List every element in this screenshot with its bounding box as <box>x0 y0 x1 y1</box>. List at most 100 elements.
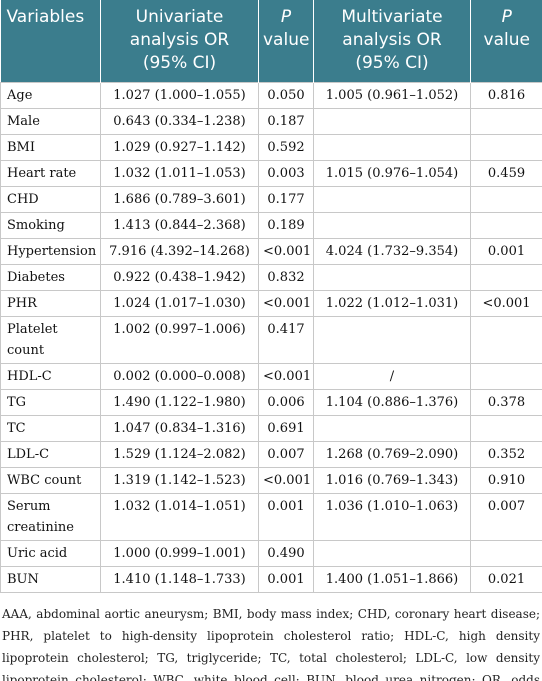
cell <box>470 415 542 442</box>
row-label: Platelet count <box>0 316 101 364</box>
row-label: Serum creatinine <box>0 493 101 541</box>
cell: 0.378 <box>470 389 542 416</box>
table-row: Age 1.027 (1.000–1.055) 0.050 1.005 (0.961–… <box>0 82 542 109</box>
table-body: Age 1.027 (1.000–1.055) 0.050 1.005 (0.961–… <box>0 82 542 593</box>
table-row: Male 0.643 (0.334–1.238) 0.187 <box>0 108 542 135</box>
cell: 1.032 (1.011–1.053) <box>100 160 259 187</box>
cell: 0.459 <box>470 160 542 187</box>
cell: 1.104 (0.886–1.376) <box>313 389 471 416</box>
cell: 1.686 (0.789–3.601) <box>100 186 259 213</box>
table-row: Diabetes 0.922 (0.438–1.942) 0.832 <box>0 264 542 291</box>
cell: 1.319 (1.142–1.523) <box>100 467 259 494</box>
cell <box>313 264 471 291</box>
table-row: TG 1.490 (1.122–1.980) 0.006 1.104 (0.886–1… <box>0 389 542 416</box>
cell: 0.001 <box>470 238 542 265</box>
cell: 1.032 (1.014–1.051) <box>100 493 259 541</box>
cell <box>313 134 471 161</box>
footnote: AAA, abdominal aortic aneurysm; BMI, bod… <box>2 607 540 681</box>
header-italic: P <box>501 7 512 27</box>
cell: 0.691 <box>258 415 314 442</box>
cell: 0.643 (0.334–1.238) <box>100 108 259 135</box>
cell: 1.529 (1.124–2.082) <box>100 441 259 468</box>
header-text: value <box>483 30 530 50</box>
cell <box>470 212 542 239</box>
cell: <0.001 <box>258 290 314 317</box>
cell: 0.816 <box>470 82 542 109</box>
cell <box>313 415 471 442</box>
row-label: BMI <box>0 134 101 161</box>
cell: 0.050 <box>258 82 314 109</box>
table-row: BMI 1.029 (0.927–1.142) 0.592 <box>0 134 542 161</box>
cell: 0.187 <box>258 108 314 135</box>
cell: 1.029 (0.927–1.142) <box>100 134 259 161</box>
cell: 0.910 <box>470 467 542 494</box>
cell: 0.007 <box>470 493 542 541</box>
cell: 1.005 (0.961–1.052) <box>313 82 471 109</box>
table-row: Serum creatinine 1.032 (1.014–1.051) 0.001… <box>0 493 542 541</box>
cell: 1.410 (1.148–1.733) <box>100 566 259 593</box>
cell: 0.592 <box>258 134 314 161</box>
table: Variables Univariate analysis OR (95% CI)… <box>0 0 542 593</box>
cell: 1.000 (0.999–1.001) <box>100 540 259 567</box>
cell: 0.189 <box>258 212 314 239</box>
row-label: Uric acid <box>0 540 101 567</box>
header-row: Variables Univariate analysis OR (95% CI)… <box>0 0 542 83</box>
row-label: BUN <box>0 566 101 593</box>
cell: 1.413 (0.844–2.368) <box>100 212 259 239</box>
cell: 0.417 <box>258 316 314 364</box>
cell <box>470 540 542 567</box>
header-cell: Multivariate analysis OR (95% CI) <box>313 0 471 83</box>
cell <box>470 264 542 291</box>
cell: 7.916 (4.392–14.268) <box>100 238 259 265</box>
cell: 1.490 (1.122–1.980) <box>100 389 259 416</box>
cell: 1.022 (1.012–1.031) <box>313 290 471 317</box>
row-label: WBC count <box>0 467 101 494</box>
cell: <0.001 <box>258 363 314 390</box>
row-label: Hypertension <box>0 238 101 265</box>
cell: 1.027 (1.000–1.055) <box>100 82 259 109</box>
cell: 0.003 <box>258 160 314 187</box>
row-label: Diabetes <box>0 264 101 291</box>
cell <box>470 108 542 135</box>
row-label: CHD <box>0 186 101 213</box>
cell: / <box>313 363 471 390</box>
table-row: Hypertension 7.916 (4.392–14.268) <0.001 4.… <box>0 238 542 265</box>
row-label: TG <box>0 389 101 416</box>
cell: 0.021 <box>470 566 542 593</box>
cell: 1.016 (0.769–1.343) <box>313 467 471 494</box>
cell: 0.922 (0.438–1.942) <box>100 264 259 291</box>
cell: 0.006 <box>258 389 314 416</box>
header-cell: Variables <box>0 0 101 83</box>
header-cell: Univariate analysis OR (95% CI) <box>100 0 259 83</box>
row-label: PHR <box>0 290 101 317</box>
cell: <0.001 <box>470 290 542 317</box>
cell: 0.177 <box>258 186 314 213</box>
table-row: LDL-C 1.529 (1.124–2.082) 0.007 1.268 (0.76… <box>0 441 542 468</box>
row-label: Smoking <box>0 212 101 239</box>
cell: 0.007 <box>258 441 314 468</box>
cell <box>470 363 542 390</box>
cell <box>470 316 542 364</box>
table-row: Platelet count 1.002 (0.997–1.006) 0.417 <box>0 316 542 364</box>
table-row: Smoking 1.413 (0.844–2.368) 0.189 <box>0 212 542 239</box>
cell <box>313 186 471 213</box>
cell: 1.400 (1.051–1.866) <box>313 566 471 593</box>
cell <box>313 540 471 567</box>
cell: 0.001 <box>258 566 314 593</box>
table-row: WBC count 1.319 (1.142–1.523) <0.001 1.016 … <box>0 467 542 494</box>
row-label: Heart rate <box>0 160 101 187</box>
header-italic: P <box>280 7 292 27</box>
cell: 1.024 (1.017–1.030) <box>100 290 259 317</box>
table-row: Heart rate 1.032 (1.011–1.053) 0.003 1.015 … <box>0 160 542 187</box>
cell: 1.036 (1.010–1.063) <box>313 493 471 541</box>
cell: 4.024 (1.732–9.354) <box>313 238 471 265</box>
cell: 0.490 <box>258 540 314 567</box>
cell <box>313 316 471 364</box>
cell: 1.047 (0.834–1.316) <box>100 415 259 442</box>
cell: 0.352 <box>470 441 542 468</box>
table-row: CHD 1.686 (0.789–3.601) 0.177 <box>0 186 542 213</box>
table-row: PHR 1.024 (1.017–1.030) <0.001 1.022 (1.012… <box>0 290 542 317</box>
